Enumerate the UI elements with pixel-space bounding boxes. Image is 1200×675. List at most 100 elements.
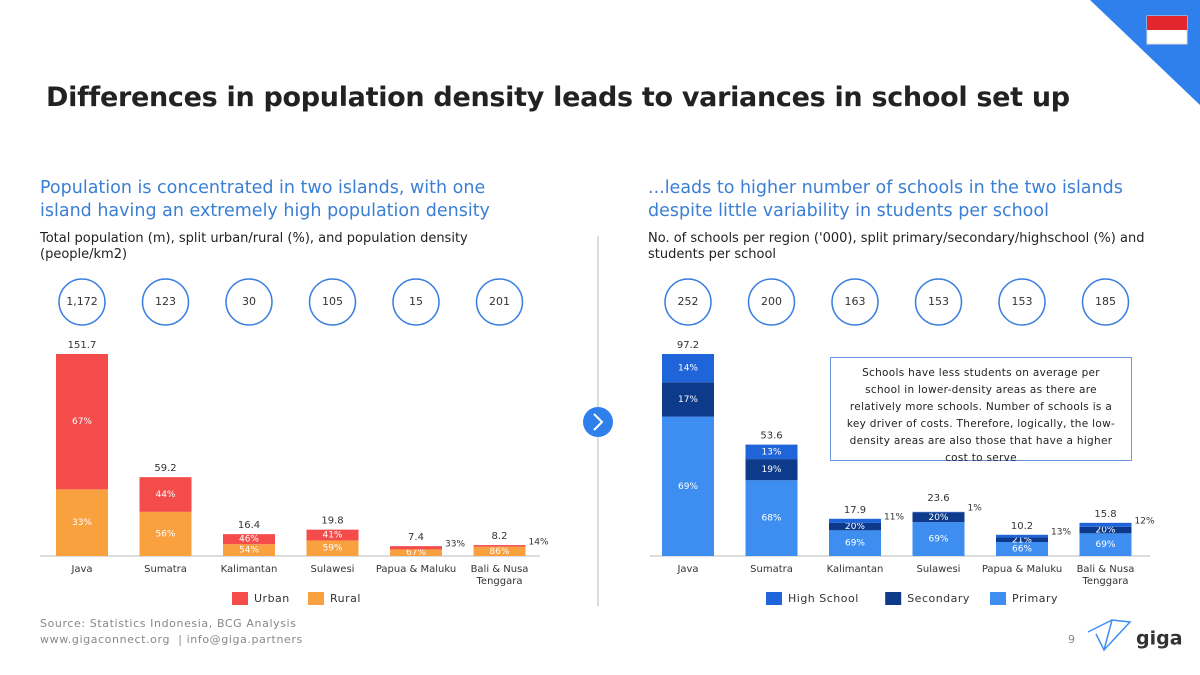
x-tick-label: Kalimantan (826, 564, 884, 575)
chart-caption: No. of schools per region ('000), split … (648, 231, 1145, 262)
bar-segment (912, 522, 965, 556)
bar-segment (473, 546, 526, 556)
chart-caption: Total population (m), split urban/rural … (40, 231, 468, 262)
bar-segment (996, 534, 1048, 538)
x-tick-label: Sumatra (144, 564, 187, 575)
segment-label: 19% (761, 465, 781, 475)
bar-segment (912, 512, 965, 523)
bar-segment (223, 544, 275, 556)
bar-segment (390, 546, 442, 550)
segment-label: 17% (678, 395, 698, 405)
stat-value: 185 (1095, 295, 1116, 308)
arrow-icon (593, 413, 604, 431)
legend-label: Secondary (907, 592, 970, 605)
stat-value: 1,172 (66, 295, 98, 308)
bar-segment (829, 518, 881, 523)
bar-segment (1079, 533, 1132, 556)
segment-label: 14% (678, 364, 698, 374)
segment-label: 56% (155, 529, 175, 539)
chart-subtitle: Population is concentrated in two island… (40, 178, 490, 221)
segment-label: 54% (239, 546, 259, 556)
bar-segment (56, 489, 108, 556)
bar-segment (223, 534, 275, 545)
source: Source: Statistics Indonesia, BCG Analys… (40, 617, 297, 630)
x-tick-label: Papua & Maluku (375, 564, 457, 575)
stat-circle (664, 278, 712, 326)
bar-segment (662, 416, 714, 556)
x-tick-label: Java (71, 564, 93, 575)
total-label: 97.2 (677, 340, 699, 351)
bar-segment (306, 540, 359, 556)
stat-circle (914, 278, 963, 326)
total-label: 151.7 (68, 340, 97, 351)
x-tick-label: Kalimantan (220, 564, 278, 575)
legend-label: Rural (330, 592, 361, 605)
stat-circle (831, 278, 879, 326)
total-label: 7.4 (408, 532, 424, 543)
stat-circle (141, 278, 190, 326)
stat-value: 15 (409, 295, 423, 308)
segment-label: 68% (761, 514, 781, 524)
stat-value: 123 (155, 295, 176, 308)
stat-circle (475, 278, 524, 326)
segment-label: 69% (678, 482, 698, 492)
chart-subtitle: ...leads to higher number of schools in … (648, 178, 1123, 221)
segment-label: 67% (406, 548, 426, 558)
total-label: 17.9 (844, 505, 866, 516)
bar-segment (1079, 526, 1132, 534)
legend-label: High School (788, 592, 859, 605)
x-tick-label: Sumatra (750, 564, 793, 575)
stat-value: 30 (242, 295, 256, 308)
x-tick-label: Java (677, 564, 699, 575)
bar-segment (390, 549, 442, 556)
bar-segment (306, 529, 359, 541)
segment-label: 59% (322, 544, 342, 554)
stat-circle (998, 278, 1046, 326)
bar-segment (56, 354, 108, 490)
stat-value: 163 (845, 295, 866, 308)
flag-red (1147, 16, 1187, 30)
legend-swatch (990, 592, 1006, 605)
bar-segment (139, 477, 192, 512)
bar-segment (1079, 522, 1132, 527)
segment-label: 21% (1012, 535, 1032, 545)
legend-swatch (308, 592, 324, 605)
segment-label: 20% (1095, 526, 1115, 536)
stat-value: 105 (322, 295, 343, 308)
segment-label: 66% (1012, 545, 1032, 555)
bar-segment (996, 537, 1048, 543)
total-label: 53.6 (760, 431, 782, 442)
stat-value: 153 (928, 295, 949, 308)
segment-label: 46% (239, 535, 259, 545)
total-label: 19.8 (321, 516, 343, 527)
legend-label: Primary (1012, 592, 1058, 605)
slide-title: Differences in population density leads … (46, 82, 1070, 113)
bar-segment (745, 459, 798, 481)
stat-circle (308, 278, 357, 326)
stat-circle (1081, 278, 1130, 326)
bar-segment (662, 354, 714, 383)
segment-label: 69% (845, 539, 865, 549)
logo-icon (1087, 619, 1132, 652)
stat-circle (747, 278, 796, 326)
bar-segment (745, 444, 798, 460)
segment-label: 20% (928, 513, 948, 523)
bar-segment (139, 511, 192, 556)
x-tick-label: Papua & Maluku (981, 564, 1063, 575)
segment-label: 20% (845, 522, 865, 532)
bar-segment (996, 542, 1048, 556)
x-tick-label: Sulawesi (310, 564, 355, 575)
segment-label: 33% (445, 539, 465, 549)
segment-label: 13% (1051, 528, 1071, 538)
callout: Schools have less students on average pe… (830, 357, 1132, 464)
total-label: 59.2 (154, 463, 176, 474)
segment-label: 44% (155, 490, 175, 500)
stat-value: 252 (678, 295, 699, 308)
segment-label: 14% (529, 537, 549, 547)
segment-label: 69% (928, 535, 948, 545)
legend-swatch (885, 592, 902, 605)
bar-segment (473, 545, 526, 547)
x-tick-label: Bali & Nusa Tenggara (470, 564, 529, 587)
logo-text: giga (1136, 628, 1183, 650)
